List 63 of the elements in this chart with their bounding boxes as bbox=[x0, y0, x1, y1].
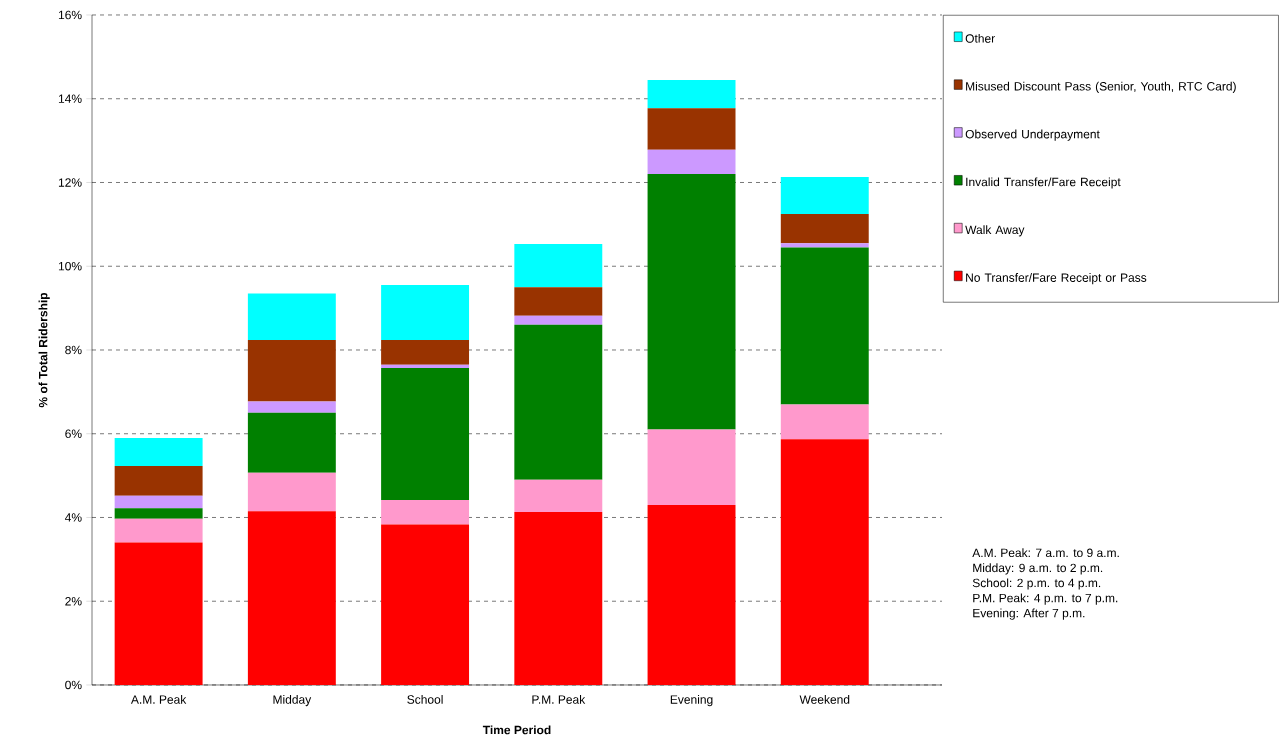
x-tick-label: Weekend bbox=[799, 694, 850, 704]
bar bbox=[514, 324, 603, 480]
text: Midday: 9 a.m. to 2 p.m. bbox=[973, 563, 1103, 575]
legend-label: Observed Underpayment bbox=[965, 129, 1100, 141]
bar bbox=[514, 244, 603, 288]
bar bbox=[780, 243, 869, 248]
y-tick-label: 12% bbox=[58, 178, 82, 187]
bar bbox=[780, 177, 869, 214]
bar bbox=[647, 174, 736, 430]
text: P.M. Peak: 4 p.m. to 7 p.m. bbox=[973, 593, 1118, 605]
bar bbox=[114, 508, 203, 519]
bar bbox=[647, 429, 736, 505]
bar bbox=[114, 518, 203, 543]
text: A.M. Peak: 7 a.m. to 9 a.m. bbox=[972, 548, 1119, 558]
y-tick-label: 10% bbox=[58, 261, 82, 271]
bar bbox=[114, 542, 203, 685]
bar bbox=[381, 499, 470, 525]
y-tick-label: 8% bbox=[65, 345, 82, 355]
bar bbox=[514, 479, 603, 513]
bar bbox=[780, 439, 869, 685]
x-axis-title: Time Period bbox=[482, 725, 551, 735]
bar bbox=[381, 524, 470, 685]
bar bbox=[780, 213, 869, 244]
bar bbox=[247, 401, 336, 413]
bar bbox=[114, 437, 203, 466]
bar bbox=[114, 465, 203, 496]
text: Evening: After 7 p.m. bbox=[973, 608, 1085, 620]
legend-label: No Transfer/Fare Receipt or Pass bbox=[966, 273, 1147, 285]
y-tick-label: 2% bbox=[65, 597, 82, 606]
y-tick-label: 6% bbox=[65, 429, 82, 438]
bar bbox=[381, 367, 470, 500]
bar bbox=[647, 504, 736, 685]
y-tick-label: 0% bbox=[65, 680, 82, 690]
x-tick-label: Evening bbox=[670, 694, 713, 707]
legend-label: Walk Away bbox=[965, 225, 1025, 237]
bar bbox=[780, 404, 869, 440]
bar bbox=[381, 285, 470, 340]
bar bbox=[247, 339, 336, 402]
bar bbox=[780, 247, 869, 405]
x-tick-label: School bbox=[407, 694, 443, 704]
bar bbox=[514, 315, 603, 325]
legend-label: Other bbox=[965, 33, 995, 43]
y-axis-title: % of Total Ridership bbox=[38, 292, 50, 408]
legend-label: Invalid Transfer/Fare Receipt bbox=[966, 177, 1121, 189]
bar bbox=[647, 79, 736, 109]
bar bbox=[247, 472, 336, 512]
x-tick-label: A.M. Peak bbox=[130, 694, 187, 704]
bar bbox=[381, 339, 470, 365]
bar bbox=[514, 512, 603, 685]
bar bbox=[247, 511, 336, 685]
bar bbox=[647, 149, 736, 175]
y-tick-label: 16% bbox=[58, 10, 82, 20]
y-tick-label: 14% bbox=[58, 94, 82, 103]
y-tick-label: 4% bbox=[64, 513, 82, 522]
x-tick-label: Midday bbox=[273, 694, 312, 707]
bar bbox=[247, 412, 336, 473]
bar bbox=[114, 495, 203, 509]
text: School: 2 p.m. to 4 p.m. bbox=[972, 578, 1101, 590]
bar bbox=[514, 287, 603, 316]
x-tick-label: P.M. Peak bbox=[532, 694, 586, 704]
bar bbox=[247, 293, 336, 340]
bar bbox=[647, 108, 736, 150]
legend-label: Misused Discount Pass (Senior, Youth, RTC Card) bbox=[966, 81, 1236, 93]
